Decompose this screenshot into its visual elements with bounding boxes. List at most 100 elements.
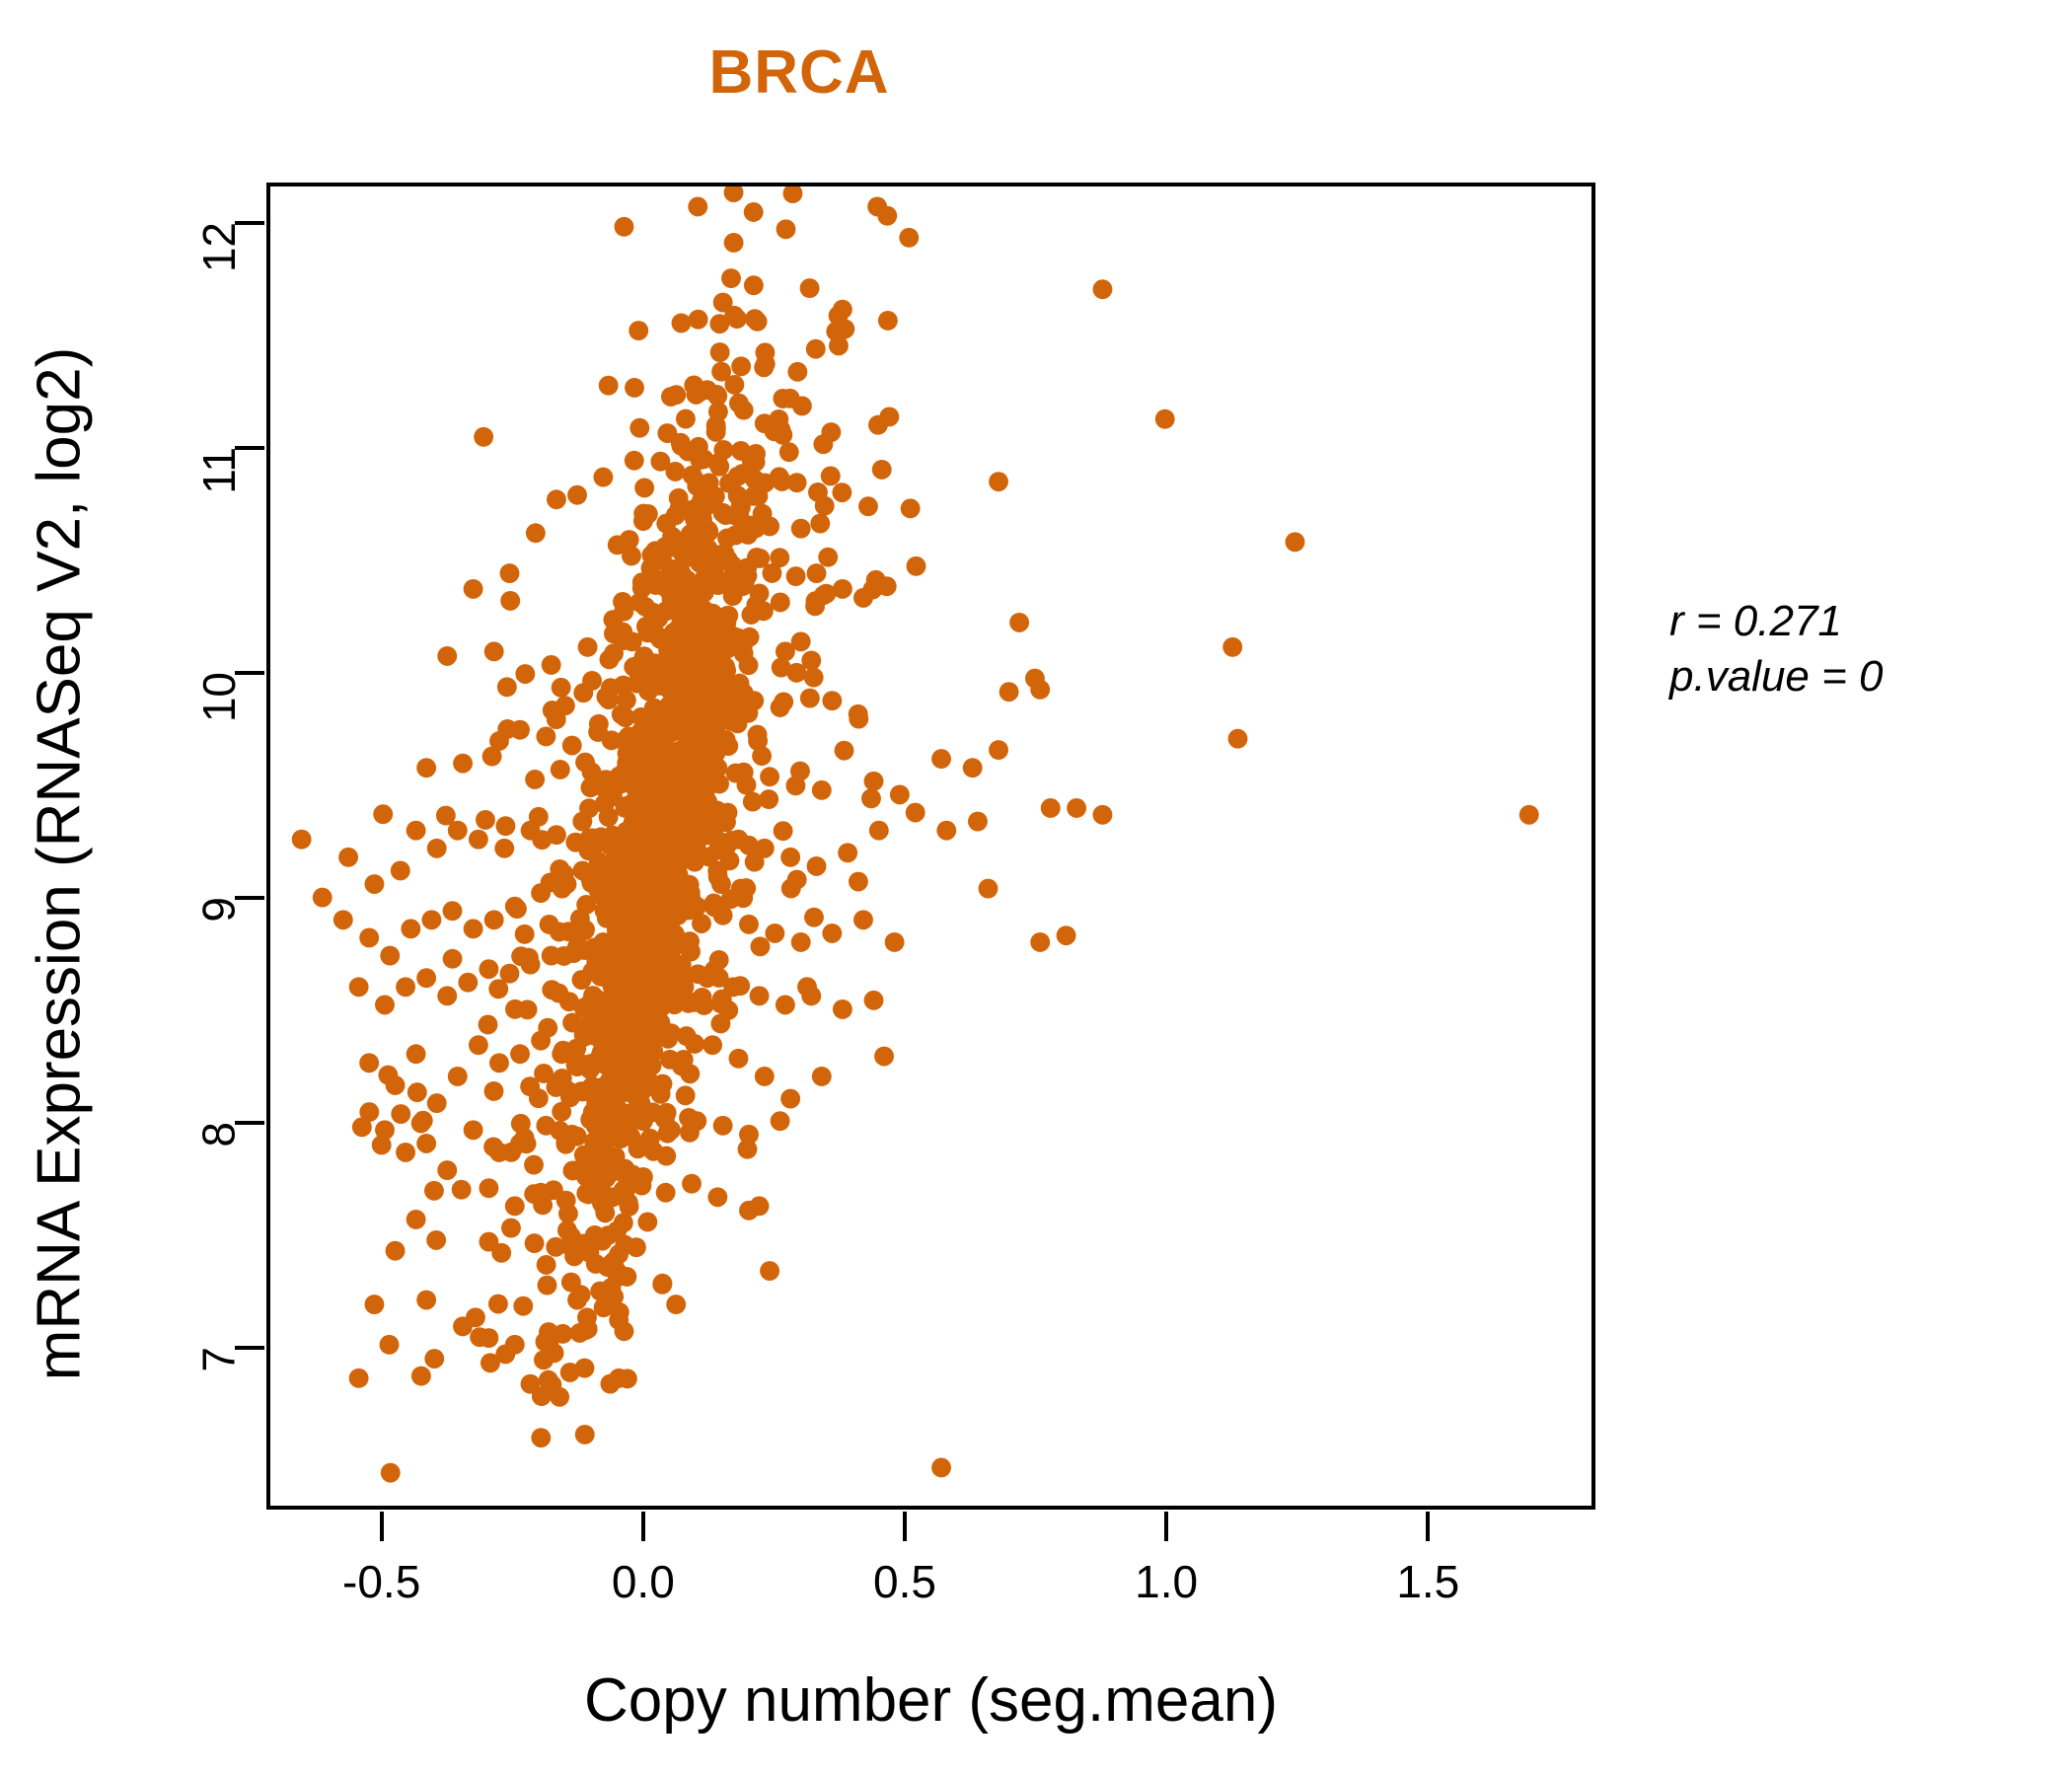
scatter-point xyxy=(822,691,843,711)
scatter-point xyxy=(739,914,759,934)
scatter-point xyxy=(380,945,401,966)
scatter-point xyxy=(688,196,708,217)
scatter-point xyxy=(577,1307,597,1328)
scatter-point xyxy=(571,1054,592,1074)
scatter-point xyxy=(640,1128,660,1148)
scatter-point xyxy=(468,829,488,850)
x-tick-label: 0.5 xyxy=(872,1556,936,1607)
scatter-point xyxy=(745,452,766,473)
scatter-point xyxy=(634,478,655,498)
scatter-point xyxy=(656,1102,677,1123)
scatter-point xyxy=(657,423,678,443)
scatter-point xyxy=(514,924,535,944)
scatter-point xyxy=(609,869,629,890)
scatter-point xyxy=(806,855,827,876)
scatter-point xyxy=(703,1035,723,1056)
scatter-point xyxy=(531,1182,552,1203)
scatter-point xyxy=(489,1053,509,1073)
scatter-point xyxy=(931,749,951,770)
scatter-point xyxy=(520,820,541,841)
scatter-point xyxy=(968,811,988,832)
y-tick-label: 12 xyxy=(193,222,245,273)
scatter-point xyxy=(671,435,692,456)
scatter-point xyxy=(658,1028,679,1049)
scatter-point xyxy=(531,1030,552,1051)
scatter-point xyxy=(728,628,749,648)
scatter-point xyxy=(504,1196,525,1217)
scatter-point xyxy=(479,1328,499,1348)
scatter-point xyxy=(742,791,763,812)
scatter-point xyxy=(770,548,790,568)
scatter-point xyxy=(463,919,483,939)
scatter-point xyxy=(629,321,649,341)
scatter-point xyxy=(584,1132,605,1152)
scatter-point xyxy=(805,338,826,359)
scatter-point xyxy=(595,1203,616,1223)
scatter-point xyxy=(787,361,808,382)
scatter-point xyxy=(720,889,741,910)
scatter-point xyxy=(556,874,577,894)
scatter-point xyxy=(655,601,676,622)
scatter-point xyxy=(610,1054,630,1074)
scatter-point xyxy=(598,1225,618,1246)
scatter-point xyxy=(671,313,692,333)
scatter-point xyxy=(687,1111,707,1132)
scatter-point xyxy=(629,592,650,613)
scatter-point xyxy=(799,688,820,708)
scatter-point xyxy=(717,686,738,706)
scatter-point xyxy=(879,407,900,427)
x-axis-label: Copy number (seg.mean) xyxy=(584,1666,1278,1735)
scatter-point xyxy=(1518,804,1539,825)
scatter-point xyxy=(582,1102,603,1123)
scatter-point xyxy=(687,753,707,774)
scatter-point xyxy=(476,809,495,830)
scatter-point xyxy=(552,1101,572,1122)
scatter-point xyxy=(863,990,884,1010)
scatter-point xyxy=(577,636,598,657)
scatter-point xyxy=(561,1124,582,1145)
scatter-point xyxy=(877,311,898,331)
scatter-point xyxy=(634,1106,655,1127)
scatter-point xyxy=(552,1044,572,1065)
scatter-point xyxy=(495,816,516,837)
scatter-point xyxy=(743,202,764,222)
scatter-point xyxy=(709,342,730,362)
scatter-point xyxy=(598,807,619,827)
scatter-point xyxy=(622,546,641,566)
scatter-point xyxy=(780,878,801,899)
scatter-point xyxy=(589,990,610,1010)
scatter-point xyxy=(447,820,468,841)
scatter-point xyxy=(406,1209,426,1229)
scatter-point xyxy=(705,742,726,763)
scatter-point xyxy=(759,789,779,809)
scatter-point xyxy=(645,575,666,595)
scatter-point xyxy=(542,701,562,720)
scatter-point xyxy=(458,972,479,993)
scatter-point xyxy=(576,895,597,915)
scatter-point xyxy=(421,910,442,930)
scatter-point xyxy=(348,977,369,998)
scatter-point xyxy=(536,726,556,747)
scatter-point xyxy=(631,925,652,946)
scatter-point xyxy=(753,601,774,622)
scatter-point xyxy=(695,545,715,565)
scatter-point xyxy=(596,687,617,707)
scatter-point xyxy=(505,999,525,1019)
scatter-point xyxy=(538,1369,558,1390)
scatter-point xyxy=(801,986,822,1006)
scatter-point xyxy=(652,1073,673,1094)
scatter-point xyxy=(650,451,671,472)
scatter-point xyxy=(597,958,618,979)
x-axis: -0.5 0.0 0.5 1.0 1.5 xyxy=(266,1512,1595,1630)
scatter-point xyxy=(426,1093,447,1114)
scatter-point xyxy=(1092,804,1113,825)
scatter-point xyxy=(671,959,692,980)
scatter-point xyxy=(550,1386,570,1407)
scatter-point xyxy=(407,1082,427,1103)
scatter-point xyxy=(662,526,683,547)
scatter-point xyxy=(790,631,811,652)
scatter-point xyxy=(385,1240,406,1261)
plot-area xyxy=(266,183,1595,1510)
scatter-point xyxy=(712,905,733,925)
scatter-point xyxy=(423,1180,444,1201)
